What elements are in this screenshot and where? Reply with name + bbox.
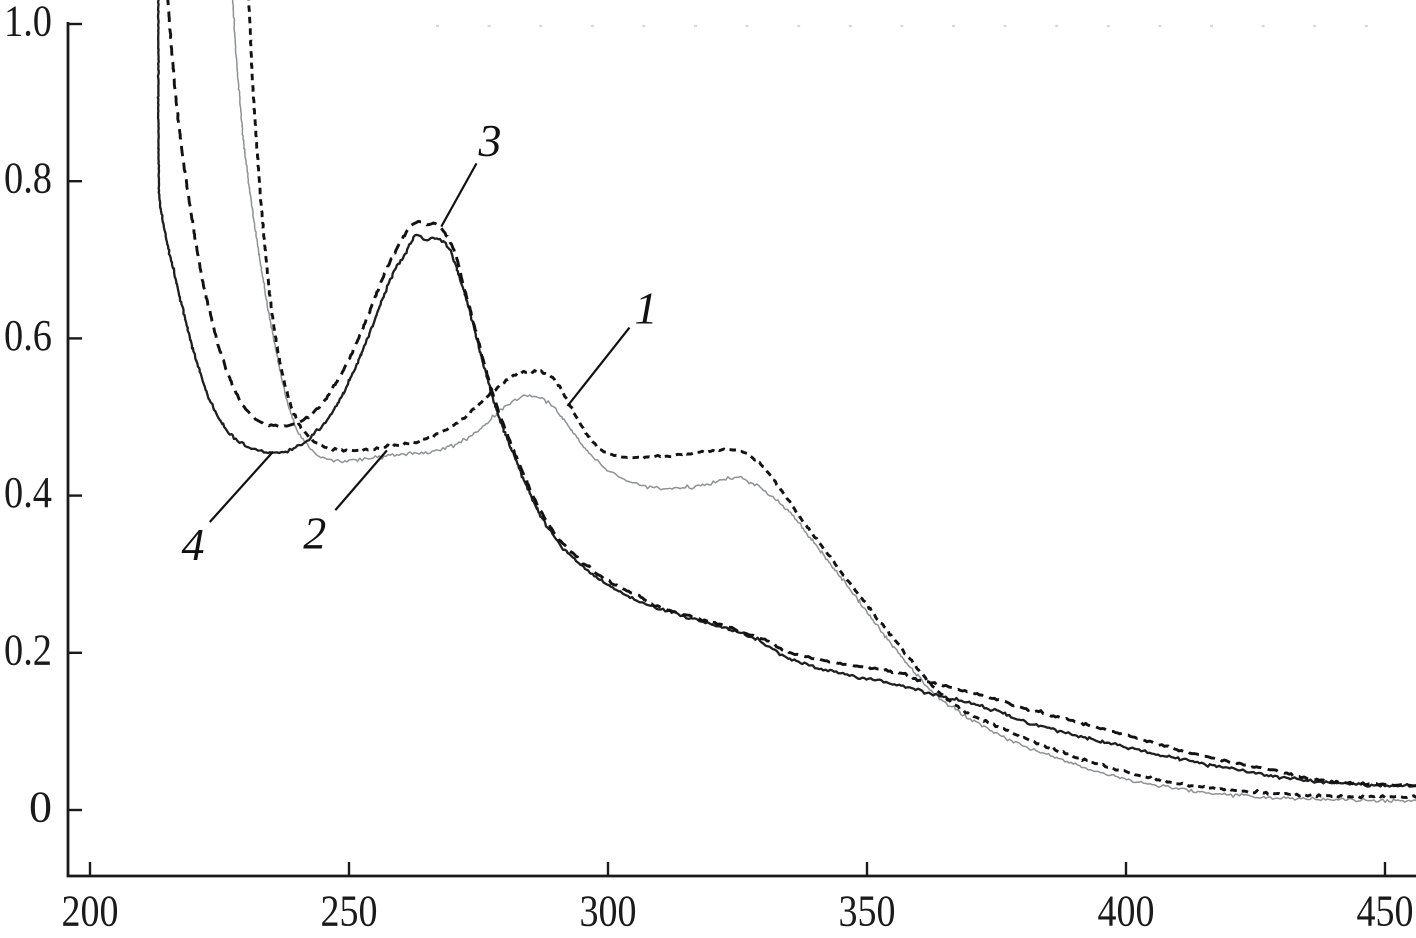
svg-text:0.4: 0.4 xyxy=(4,468,52,517)
svg-text:1.0: 1.0 xyxy=(4,0,52,46)
svg-text:0: 0 xyxy=(29,783,52,832)
svg-text:2: 2 xyxy=(303,508,326,559)
svg-text:4: 4 xyxy=(182,519,205,570)
svg-text:200: 200 xyxy=(62,887,119,936)
svg-text:0.8: 0.8 xyxy=(4,154,52,203)
svg-text:1: 1 xyxy=(635,283,658,334)
svg-text:0.6: 0.6 xyxy=(4,311,52,360)
svg-text:3: 3 xyxy=(478,115,502,166)
svg-text:350: 350 xyxy=(839,887,896,936)
svg-text:0.2: 0.2 xyxy=(4,625,52,674)
svg-text:400: 400 xyxy=(1098,887,1155,936)
svg-text:300: 300 xyxy=(580,887,637,936)
svg-text:450: 450 xyxy=(1357,887,1414,936)
svg-text:250: 250 xyxy=(321,887,378,936)
